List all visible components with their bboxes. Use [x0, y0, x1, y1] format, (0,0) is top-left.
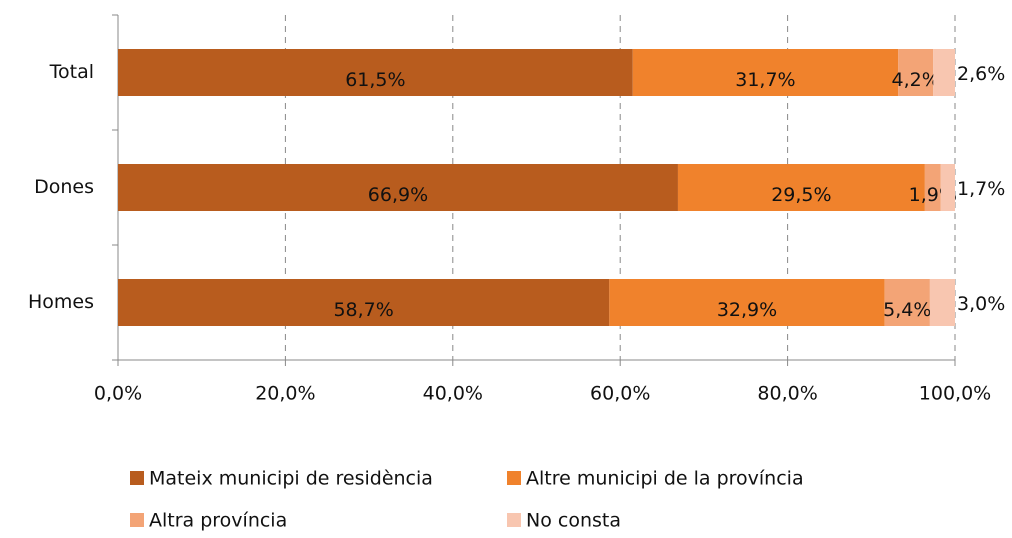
- value-label: 1,7%: [957, 178, 1005, 200]
- bar-segment: [118, 279, 610, 326]
- bar-segment: [924, 164, 941, 211]
- value-label: 61,5%: [345, 69, 405, 91]
- bar-segment: [609, 279, 885, 326]
- y-tick-label: Dones: [34, 176, 94, 198]
- bar-segment: [940, 164, 955, 211]
- x-tick-label: 40,0%: [423, 383, 483, 405]
- value-label: 58,7%: [333, 299, 393, 321]
- legend-swatch: [507, 513, 521, 527]
- x-tick-label: 80,0%: [757, 383, 817, 405]
- value-label: 66,9%: [368, 184, 428, 206]
- legend-swatch: [507, 471, 521, 485]
- bar-segment: [898, 49, 934, 96]
- bar-segment: [118, 49, 633, 96]
- value-label: 5,4%: [883, 299, 931, 321]
- legend-swatch: [130, 513, 144, 527]
- x-tick-label: 60,0%: [590, 383, 650, 405]
- bar-segment: [118, 164, 678, 211]
- x-tick-label: 0,0%: [94, 383, 142, 405]
- bar-segment: [884, 279, 930, 326]
- bar-segment: [929, 279, 955, 326]
- bar-segment: [933, 49, 955, 96]
- value-label: 31,7%: [735, 69, 795, 91]
- value-label: 3,0%: [957, 293, 1005, 315]
- value-label: 29,5%: [771, 184, 831, 206]
- value-label: 4,2%: [892, 69, 940, 91]
- value-label: 32,9%: [717, 299, 777, 321]
- legend-label: Altra província: [149, 510, 287, 532]
- value-label: 2,6%: [957, 63, 1005, 85]
- y-tick-label: Total: [49, 61, 94, 83]
- bar-segment: [632, 49, 899, 96]
- legend-label: No consta: [526, 510, 621, 532]
- bar-segment: [677, 164, 925, 211]
- legend-swatch: [130, 471, 144, 485]
- y-tick-label: Homes: [28, 291, 94, 313]
- x-tick-label: 20,0%: [255, 383, 315, 405]
- legend-label: Mateix municipi de residència: [149, 468, 433, 490]
- x-tick-label: 100,0%: [919, 383, 991, 405]
- legend-label: Altre municipi de la província: [526, 468, 804, 490]
